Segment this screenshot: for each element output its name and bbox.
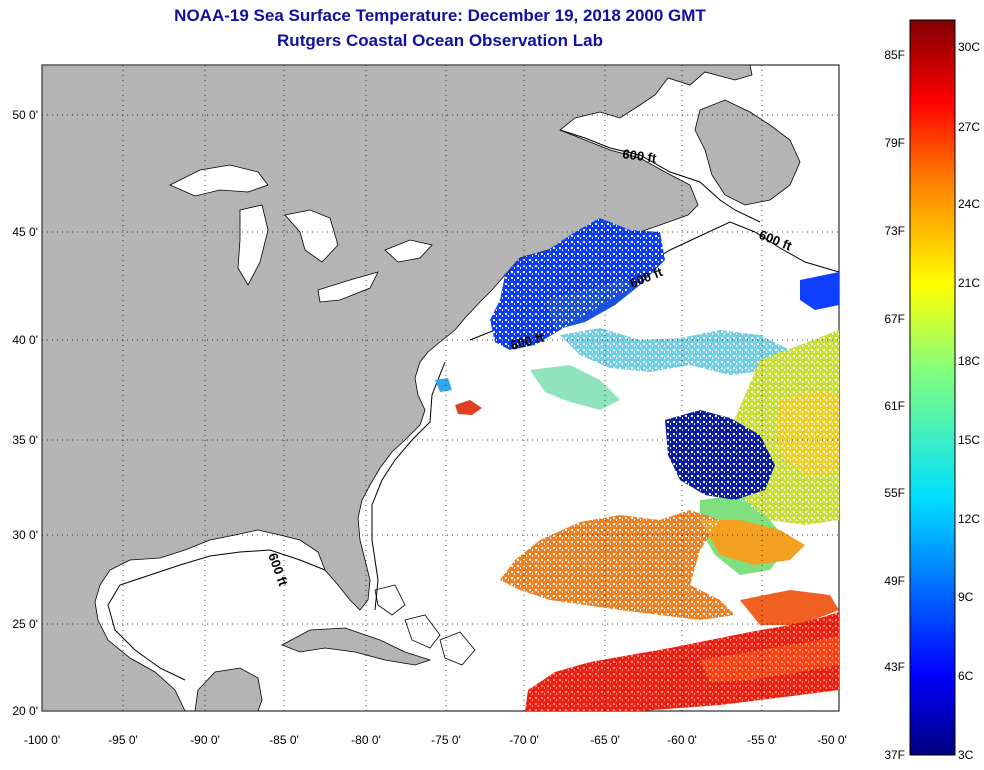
colorbar-c-label: 15C <box>958 433 980 447</box>
lat-tick-label: 45 0' <box>12 225 38 239</box>
colorbar-f-label: 85F <box>884 48 905 62</box>
lon-tick-label: -100 0' <box>24 733 60 747</box>
lon-tick-label: -90 0' <box>190 733 220 747</box>
great-lakes <box>169 164 433 303</box>
lon-tick-label: -75 0' <box>431 733 461 747</box>
colorbar-c-label: 21C <box>958 276 980 290</box>
sst-warm-south <box>500 510 839 625</box>
lat-tick-label: 35 0' <box>12 433 38 447</box>
lon-tick-label: -55 0' <box>747 733 777 747</box>
land-yucatan <box>194 667 263 711</box>
sst-hot-caribbean <box>525 612 839 711</box>
contour-label: 600 ft <box>622 146 658 166</box>
land-cuba <box>281 627 432 666</box>
lon-tick-label: -70 0' <box>509 733 539 747</box>
map-title: NOAA-19 Sea Surface Temperature: Decembe… <box>174 6 706 25</box>
lon-tick-label: -65 0' <box>590 733 620 747</box>
lon-tick-label: -50 0' <box>817 733 847 747</box>
colorbar-f-label: 73F <box>884 224 905 238</box>
map-subtitle: Rutgers Coastal Ocean Observation Lab <box>277 31 603 50</box>
lat-tick-label: 40 0' <box>12 333 38 347</box>
colorbar-f-label: 43F <box>884 660 905 674</box>
lon-tick-label: -85 0' <box>269 733 299 747</box>
colorbar-c-label: 9C <box>958 590 974 604</box>
colorbar-c-label: 24C <box>958 197 980 211</box>
colorbar-c-label: 3C <box>958 748 974 762</box>
lat-tick-label: 20 0' <box>12 704 38 718</box>
temperature-colorbar <box>909 19 956 756</box>
sst-cold-eddy <box>665 410 775 500</box>
colorbar-f-label: 61F <box>884 399 905 413</box>
latitude-labels: 20 0' 25 0' 30 0' 35 0' 40 0' 45 0' 50 0… <box>12 108 38 718</box>
lon-tick-label: -60 0' <box>667 733 697 747</box>
longitude-labels: -100 0' -95 0' -90 0' -85 0' -80 0' -75 … <box>24 733 847 747</box>
colorbar-f-label: 79F <box>884 136 905 150</box>
colorbar-c-label: 27C <box>958 120 980 134</box>
colorbar-celsius-labels: 30C 27C 24C 21C 18C 15C 12C 9C 6C 3C <box>958 40 980 762</box>
sst-cold-shelf <box>490 218 665 350</box>
colorbar-f-label: 37F <box>884 748 905 762</box>
lon-tick-label: -80 0' <box>351 733 381 747</box>
sst-nova-scotia-cold <box>800 272 839 310</box>
bahamas <box>374 584 476 666</box>
colorbar-c-label: 6C <box>958 669 974 683</box>
colorbar-fahrenheit-labels: 85F 79F 73F 67F 61F 55F 49F 43F 37F <box>884 48 905 762</box>
colorbar-c-label: 18C <box>958 354 980 368</box>
colorbar-f-label: 67F <box>884 312 905 326</box>
lon-tick-label: -95 0' <box>108 733 138 747</box>
colorbar-f-label: 55F <box>884 486 905 500</box>
lat-tick-label: 30 0' <box>12 528 38 542</box>
colorbar-f-label: 49F <box>884 574 905 588</box>
lat-tick-label: 25 0' <box>12 617 38 631</box>
lat-tick-label: 50 0' <box>12 108 38 122</box>
land-newfoundland <box>694 99 801 206</box>
colorbar-c-label: 12C <box>958 512 980 526</box>
colorbar-c-label: 30C <box>958 40 980 54</box>
